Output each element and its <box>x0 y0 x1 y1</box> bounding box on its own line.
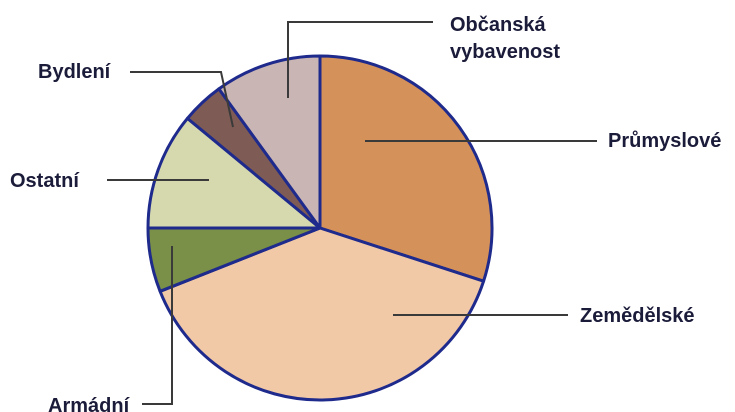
pie-slice-prumyslove <box>318 54 494 283</box>
leader-lines <box>107 21 597 405</box>
slice-label-zemedelske: Zemědělské <box>580 305 695 327</box>
slice-label-bydleni: Bydlení <box>38 61 112 83</box>
pie-slice-ostatni <box>146 116 322 230</box>
slice-labels: Průmyslové Zemědělské Armádní Ostatní Bydlen… <box>10 14 721 412</box>
pie-slices <box>146 54 494 402</box>
pie-slice-obcanska-vybavenost <box>217 54 322 230</box>
leader-line-bydleni <box>130 71 234 128</box>
slice-label-obcanska-vybavenost: Občanská vybavenost <box>450 14 560 63</box>
slice-label-prumyslove: Průmyslové <box>608 130 721 152</box>
slice-label-armadni: Armádní <box>48 395 131 412</box>
leader-line-obcanska-vybavenost <box>287 21 433 98</box>
pie-slice-zemedelske <box>158 226 486 402</box>
leader-line-armadni <box>142 246 173 405</box>
slice-label-ostatni: Ostatní <box>10 170 80 192</box>
